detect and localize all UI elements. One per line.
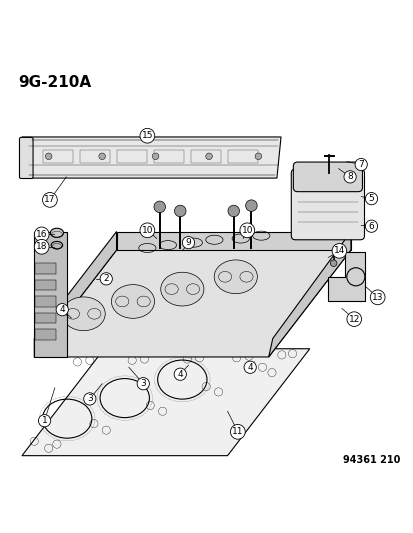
FancyBboxPatch shape xyxy=(293,162,361,192)
Polygon shape xyxy=(34,250,350,357)
Circle shape xyxy=(152,153,159,159)
Polygon shape xyxy=(22,137,280,178)
Text: 4: 4 xyxy=(177,370,183,379)
Text: 10: 10 xyxy=(241,226,252,235)
Bar xyxy=(79,150,110,163)
Ellipse shape xyxy=(62,297,105,330)
Bar xyxy=(153,150,184,163)
Text: 8: 8 xyxy=(347,172,352,181)
Text: 16: 16 xyxy=(36,230,47,239)
Circle shape xyxy=(99,153,105,159)
Circle shape xyxy=(228,205,239,217)
Bar xyxy=(43,150,73,163)
Text: 18: 18 xyxy=(36,243,47,251)
Text: 94361 210: 94361 210 xyxy=(342,455,399,465)
Circle shape xyxy=(45,153,52,159)
Circle shape xyxy=(245,200,256,212)
Polygon shape xyxy=(328,252,364,302)
Bar xyxy=(35,329,55,340)
Text: 1: 1 xyxy=(42,416,47,425)
Circle shape xyxy=(205,153,212,159)
FancyBboxPatch shape xyxy=(291,169,363,240)
Bar xyxy=(35,280,55,290)
Bar xyxy=(35,263,55,274)
Circle shape xyxy=(174,205,185,217)
Text: 12: 12 xyxy=(348,314,359,324)
Text: 3: 3 xyxy=(87,394,93,403)
Polygon shape xyxy=(268,231,350,357)
Circle shape xyxy=(254,153,261,159)
Circle shape xyxy=(330,260,336,266)
Ellipse shape xyxy=(50,228,63,237)
Text: 5: 5 xyxy=(368,194,373,203)
Text: 9: 9 xyxy=(185,238,191,247)
Text: 10: 10 xyxy=(141,226,153,235)
Polygon shape xyxy=(116,231,350,250)
Polygon shape xyxy=(34,231,67,357)
Text: 15: 15 xyxy=(141,131,153,140)
Text: 9G-210A: 9G-210A xyxy=(18,75,91,90)
Circle shape xyxy=(154,201,165,213)
Text: 7: 7 xyxy=(358,160,363,169)
Text: 2: 2 xyxy=(103,274,109,284)
Polygon shape xyxy=(22,349,309,456)
FancyBboxPatch shape xyxy=(19,138,33,179)
Text: 13: 13 xyxy=(371,293,382,302)
Ellipse shape xyxy=(111,285,154,318)
Text: 17: 17 xyxy=(44,196,55,204)
Text: 6: 6 xyxy=(368,222,373,231)
Polygon shape xyxy=(34,231,116,357)
Ellipse shape xyxy=(160,272,204,306)
Bar xyxy=(116,150,147,163)
Bar xyxy=(35,312,55,323)
Text: 3: 3 xyxy=(140,379,146,388)
Ellipse shape xyxy=(214,260,257,294)
Bar xyxy=(227,150,258,163)
Ellipse shape xyxy=(51,241,62,249)
Text: 4: 4 xyxy=(247,363,252,372)
Text: 11: 11 xyxy=(232,427,243,437)
Text: 14: 14 xyxy=(333,246,344,255)
Text: 4: 4 xyxy=(59,305,65,314)
Bar xyxy=(190,150,221,163)
Bar xyxy=(35,296,55,307)
